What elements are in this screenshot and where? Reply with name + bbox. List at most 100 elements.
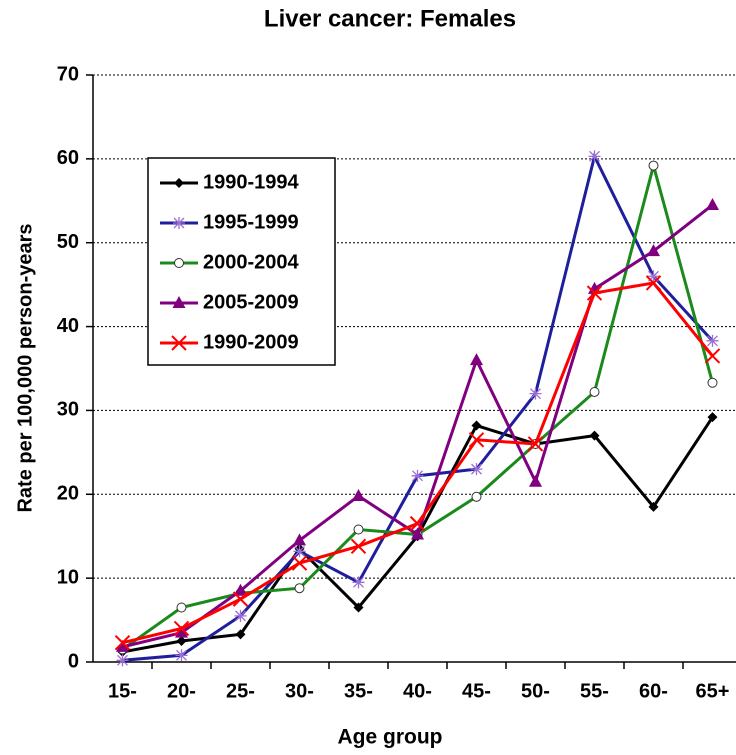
data-point [116, 654, 129, 667]
marker-shape [116, 639, 129, 652]
marker-shape [116, 654, 129, 667]
marker-shape [293, 545, 306, 558]
data-point [293, 533, 306, 546]
marker-shape [353, 524, 364, 535]
data-point [232, 591, 249, 607]
data-point [704, 348, 721, 364]
marker-shape [172, 296, 186, 308]
marker-shape [171, 335, 187, 351]
marker-shape [586, 285, 603, 301]
marker-shape [707, 412, 718, 423]
data-point [173, 620, 190, 637]
data-point [648, 160, 659, 171]
data-point [294, 583, 305, 594]
marker-shape [234, 583, 247, 596]
legend-label: 1995-1999 [203, 211, 299, 233]
marker-shape [176, 602, 187, 613]
marker-shape [234, 609, 247, 622]
x-tick-label: 60- [639, 680, 668, 702]
data-point [350, 538, 367, 554]
y-axis-label: Rate per 100,000 person-years [14, 223, 36, 512]
marker-shape [648, 501, 659, 512]
marker-shape [707, 377, 718, 388]
y-tick-label: 70 [57, 63, 79, 85]
marker-shape [411, 527, 424, 540]
data-point [648, 501, 659, 512]
legend-label: 2005-2009 [203, 291, 299, 313]
x-tick-label: 45- [462, 680, 491, 702]
marker-shape [647, 244, 660, 257]
marker-shape [174, 178, 184, 188]
data-point [293, 545, 306, 558]
data-point [707, 377, 718, 388]
legend-marker [174, 178, 184, 188]
marker-shape [175, 649, 188, 662]
x-tick-label: 30- [285, 680, 314, 702]
marker-shape [353, 602, 364, 613]
data-point [470, 463, 483, 476]
data-point [588, 150, 601, 163]
marker-shape [647, 270, 660, 283]
marker-shape [352, 576, 365, 589]
marker-shape [471, 420, 482, 431]
data-point [176, 636, 187, 647]
x-tick-label: 15- [108, 680, 137, 702]
legend-marker [173, 217, 185, 229]
chart-title: Liver cancer: Females [264, 5, 516, 32]
marker-shape [648, 160, 659, 171]
marker-shape [411, 469, 424, 482]
marker-shape [589, 386, 600, 397]
data-point [176, 602, 187, 613]
y-tick-label: 30 [57, 399, 79, 421]
marker-shape [471, 491, 482, 502]
marker-shape [232, 591, 249, 607]
x-tick-label: 20- [167, 680, 196, 702]
marker-shape [589, 430, 600, 441]
legend-label: 1990-1994 [203, 171, 300, 193]
data-point [353, 602, 364, 613]
data-point [647, 244, 660, 257]
data-point [471, 420, 482, 431]
x-tick-label: 40- [403, 680, 432, 702]
data-point [409, 515, 426, 532]
legend-marker [174, 258, 184, 268]
y-tick-label: 50 [57, 231, 79, 253]
marker-shape [470, 353, 483, 366]
marker-shape [470, 463, 483, 476]
marker-shape [174, 258, 184, 268]
marker-shape [293, 533, 306, 546]
marker-shape [352, 488, 365, 501]
x-tick-label: 65+ [696, 680, 730, 702]
data-point [116, 639, 129, 652]
data-point [470, 353, 483, 366]
data-point [586, 285, 603, 301]
data-point [411, 469, 424, 482]
marker-shape [468, 432, 485, 448]
y-tick-label: 60 [57, 147, 79, 169]
data-point [529, 474, 542, 487]
data-point [645, 275, 662, 291]
data-point [647, 270, 660, 283]
data-point [707, 412, 718, 423]
y-tick-label: 10 [57, 566, 79, 588]
y-tick-label: 20 [57, 483, 79, 505]
data-point [352, 576, 365, 589]
marker-shape [114, 635, 131, 651]
marker-shape [706, 197, 719, 210]
data-point [589, 430, 600, 441]
data-point [471, 491, 482, 502]
marker-shape [175, 625, 188, 638]
x-tick-label: 55- [580, 680, 609, 702]
data-point [468, 432, 485, 448]
marker-shape [176, 636, 187, 647]
data-point [706, 334, 719, 347]
data-point [291, 555, 308, 571]
marker-shape [173, 620, 190, 637]
x-axis-label: Age group [338, 726, 443, 749]
data-point [114, 635, 131, 651]
x-tick-label: 35- [344, 680, 373, 702]
data-point [352, 488, 365, 501]
marker-shape [294, 583, 305, 594]
data-point [529, 387, 542, 400]
data-point [234, 583, 247, 596]
